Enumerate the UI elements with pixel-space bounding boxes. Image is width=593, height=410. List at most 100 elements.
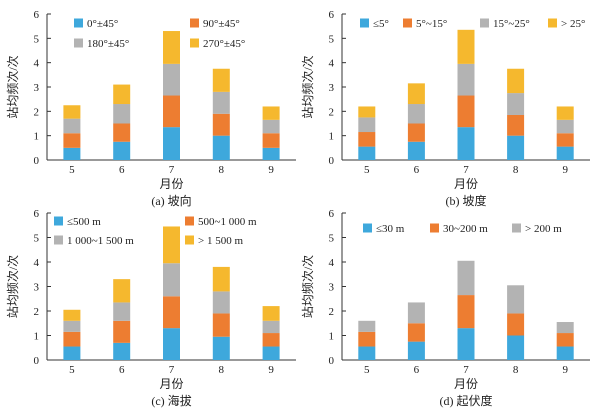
x-axis-label: 月份 (454, 377, 478, 391)
legend-swatch (480, 18, 489, 28)
bar-segment (212, 266, 230, 292)
y-tick-label: 0 (329, 355, 335, 367)
x-tick-label: 9 (268, 364, 274, 376)
y-tick-label: 3 (34, 82, 40, 94)
bar-segment (556, 106, 574, 120)
y-tick-label: 4 (329, 257, 335, 269)
bar-segment (457, 63, 475, 96)
bar-segment (507, 135, 525, 160)
bar-segment (262, 147, 280, 160)
x-tick-label: 6 (414, 164, 420, 176)
y-tick-label: 6 (329, 9, 335, 21)
legend-label: ≤5° (373, 18, 389, 30)
x-tick-label: 7 (169, 164, 175, 176)
legend-swatch (403, 18, 412, 28)
panel-caption: (a) 坡向 (151, 193, 191, 208)
bar-segment (262, 106, 280, 120)
bar-segment (113, 320, 131, 343)
bar-segment (358, 320, 376, 332)
x-axis-label: 月份 (454, 177, 478, 191)
bar-segment (507, 114, 525, 136)
legend-swatch (360, 18, 369, 28)
y-tick-label: 0 (329, 155, 335, 167)
bar-segment (163, 296, 180, 329)
legend-label: 90°±45° (203, 18, 240, 30)
y-tick-label: 5 (329, 233, 335, 245)
legend-label: ≤500 m (67, 216, 101, 228)
bar-segment (262, 306, 280, 321)
y-axis-label: 站均频次/次 (6, 55, 20, 118)
bar-segment (457, 260, 475, 296)
bar-segment (556, 133, 574, 147)
x-tick-label: 5 (69, 164, 75, 176)
y-tick-label: 3 (329, 82, 335, 94)
bar-segment (407, 341, 425, 360)
y-tick-label: 2 (329, 106, 335, 118)
bar-segment (507, 285, 525, 314)
y-axis-label: 站均频次/次 (301, 55, 315, 118)
bar-segment (358, 146, 376, 160)
x-tick-label: 6 (414, 364, 420, 376)
bar-segment (556, 346, 574, 360)
bar-segment (163, 95, 180, 128)
legend-swatch (190, 18, 199, 28)
bar-segment (507, 313, 525, 336)
bar-segment (163, 63, 180, 96)
bar-segment (212, 135, 230, 160)
bar-segment (407, 302, 425, 324)
x-tick-label: 7 (463, 164, 469, 176)
panel-caption: (d) 起伏度 (440, 393, 493, 408)
x-tick-label: 8 (219, 164, 225, 176)
bar-segment (113, 302, 131, 321)
bar-segment (358, 132, 376, 147)
x-tick-label: 7 (169, 364, 175, 376)
bar-segment (507, 68, 525, 94)
bar-segment (163, 31, 180, 64)
x-axis-label: 月份 (159, 177, 183, 191)
y-tick-label: 3 (34, 282, 40, 294)
bar-segment (457, 328, 475, 360)
bar-segment (407, 123, 425, 142)
bar-segment (457, 127, 475, 160)
bar-segment (163, 226, 180, 264)
legend-label: 5°~15° (416, 18, 447, 30)
bar-segment (262, 346, 280, 360)
legend-swatch (54, 235, 63, 245)
legend-swatch (185, 216, 194, 226)
y-axis-label: 站均频次/次 (6, 255, 20, 318)
bar-segment (556, 146, 574, 160)
legend-swatch (430, 223, 439, 233)
bar-segment (358, 106, 376, 118)
bar-segment (457, 295, 475, 329)
y-axis-label: 站均频次/次 (301, 255, 315, 318)
legend-label: ≤30 m (376, 223, 405, 235)
y-tick-label: 5 (329, 33, 335, 45)
bar-segment (63, 346, 81, 360)
x-tick-label: 8 (513, 364, 519, 376)
y-tick-label: 1 (34, 131, 40, 143)
x-tick-label: 8 (219, 364, 225, 376)
bar-segment (212, 68, 230, 92)
bar-segment (113, 123, 131, 142)
legend-swatch (363, 223, 372, 233)
bar-segment (63, 309, 81, 321)
legend-label: > 200 m (525, 223, 562, 235)
bar-segment (262, 133, 280, 148)
x-tick-label: 5 (364, 164, 370, 176)
legend-swatch (74, 38, 83, 48)
bar-segment (63, 320, 81, 332)
bar-segment (212, 336, 230, 360)
y-tick-label: 2 (329, 306, 335, 318)
y-tick-label: 4 (34, 58, 40, 70)
legend-swatch (548, 18, 557, 28)
y-tick-label: 2 (34, 106, 40, 118)
bar-segment (212, 313, 230, 337)
y-tick-label: 6 (34, 208, 40, 220)
y-tick-label: 1 (329, 331, 335, 343)
legend-label: 500~1 000 m (198, 216, 257, 228)
y-tick-label: 1 (329, 131, 335, 143)
bar-segment (507, 335, 525, 360)
bar-segment (113, 279, 131, 303)
bar-segment (163, 263, 180, 297)
